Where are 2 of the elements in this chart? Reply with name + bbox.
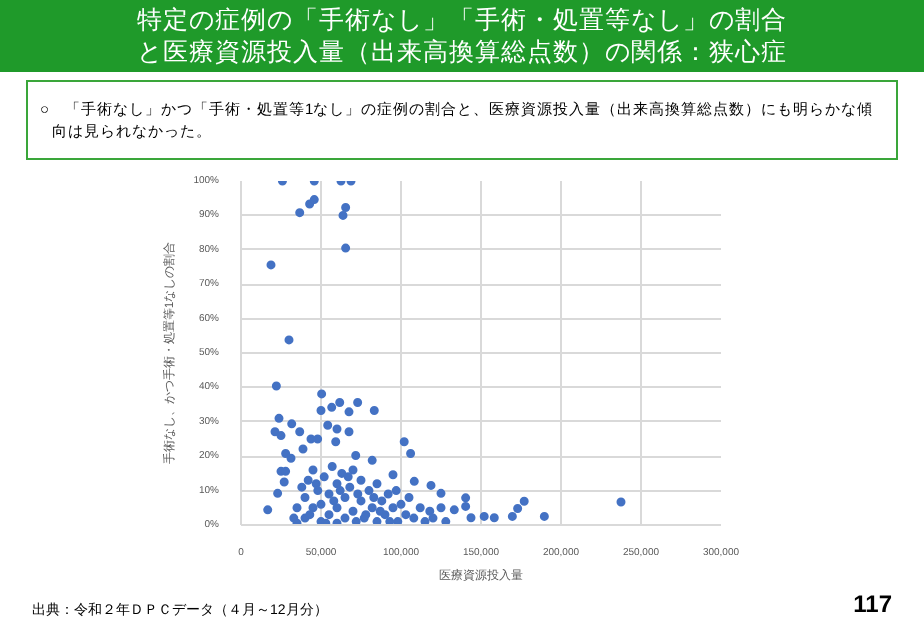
chart-title: 特定の症例の「手術なし」「手術・処置等なし」の割合と医療資源投入量（出来高換算総点数）の関係：狭心症 [135,4,789,68]
text: 117 [853,588,892,622]
